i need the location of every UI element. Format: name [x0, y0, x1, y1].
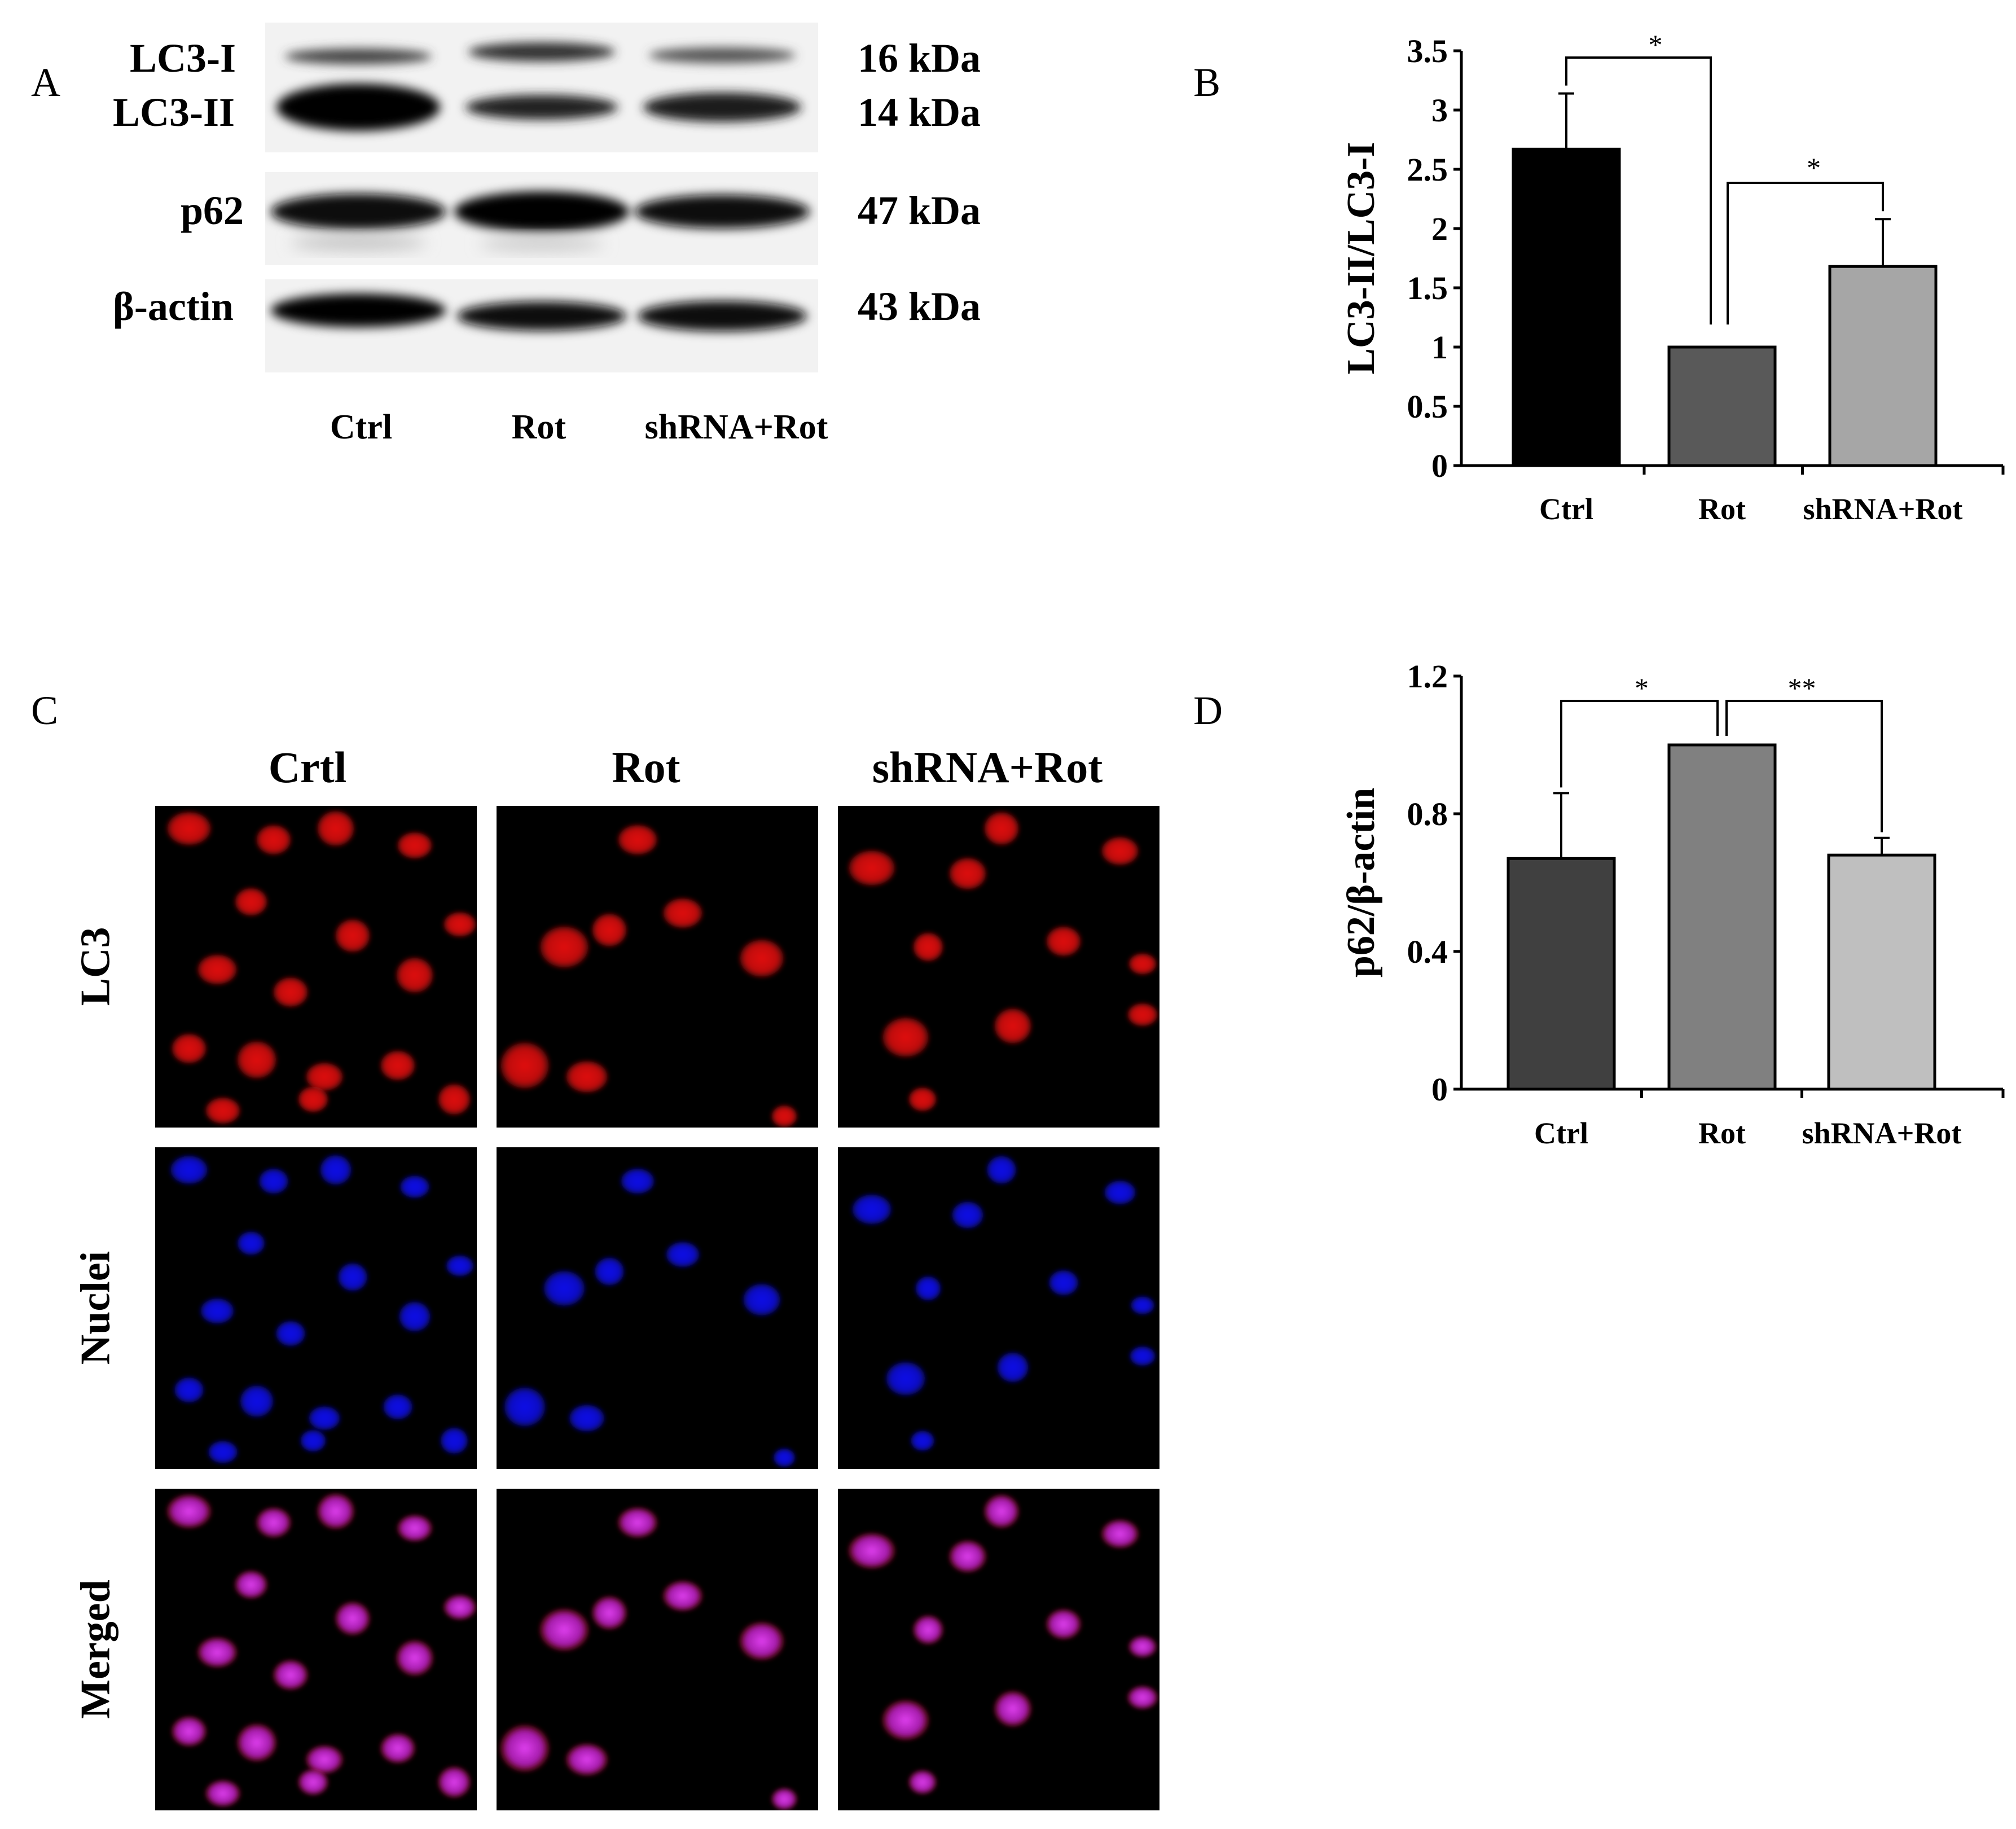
- if-tile-lc3-rot: [497, 806, 818, 1128]
- chart-d-xtick-label: Rot: [1698, 1116, 1746, 1150]
- chart-b-significance-bracket: [1565, 56, 1712, 324]
- lane-label-ctrl: Ctrl: [330, 408, 393, 446]
- panel-letter-a: A: [31, 60, 60, 105]
- if-column-label-crtl: Crtl: [268, 743, 347, 792]
- chart-b-significance-bracket: [1727, 182, 1884, 324]
- chart-b-bar: [1512, 147, 1621, 467]
- kda-label-43: 43 kDa: [858, 284, 981, 329]
- blot-label-p62: p62: [181, 188, 244, 233]
- chart-b-ytick-label: 2: [1431, 210, 1448, 247]
- chart-b-ylabel: LC3-II/LC3-I: [1339, 142, 1383, 374]
- if-tile-nuclei-ctrl: [155, 1147, 477, 1469]
- chart-d-xtick-label: shRNA+Rot: [1802, 1116, 1962, 1150]
- chart-b-xtick-label: Ctrl: [1539, 492, 1593, 526]
- kda-label-14: 14 kDa: [858, 90, 981, 135]
- chart-d-xtick-label: Ctrl: [1534, 1116, 1588, 1150]
- if-tile-nuclei-shrna-rot: [838, 1147, 1159, 1469]
- chart-b-ytick-label: 2.5: [1407, 151, 1448, 188]
- if-row-label-nuclei: Nuclei: [72, 1251, 119, 1365]
- western-blot-image: [265, 23, 818, 372]
- chart-d-significance-label: *: [1635, 672, 1649, 704]
- chart-d-significance-bracket: [1725, 700, 1883, 832]
- blot-label-beta-actin: β-actin: [113, 284, 234, 329]
- kda-label-47: 47 kDa: [858, 188, 981, 233]
- chart-d-ytick-label: 1.2: [1407, 658, 1448, 695]
- if-row-label-merged: Merged: [72, 1580, 119, 1719]
- if-tile-lc3-shrna-rot: [838, 806, 1159, 1128]
- if-tile-merged-rot: [497, 1489, 818, 1810]
- chart-b-significance-label: *: [1649, 29, 1663, 60]
- chart-b-bar: [1828, 265, 1938, 467]
- chart-d-ylabel: p62/β-actin: [1339, 788, 1383, 977]
- chart-d-ytick-label: 0: [1431, 1071, 1448, 1108]
- chart-d-bar: [1827, 853, 1936, 1091]
- kda-label-16: 16 kDa: [858, 36, 981, 81]
- blot-label-lc3-ii: LC3-II: [113, 90, 235, 135]
- panel-letter-b: B: [1193, 60, 1221, 105]
- if-row-label-lc3: LC3: [72, 927, 119, 1006]
- chart-b-xtick-label: Rot: [1698, 492, 1746, 526]
- lane-label-rot: Rot: [511, 408, 566, 446]
- chart-b-xtick-label: shRNA+Rot: [1803, 492, 1963, 526]
- chart-d-ytick-label: 0.8: [1407, 796, 1448, 832]
- if-tile-merged-ctrl: [155, 1489, 477, 1810]
- chart-d-bar: [1667, 743, 1777, 1091]
- chart-d: 0 0.4 0.8 1.2 Ctrl Rot shRNA+Rot p62/β-actin * **: [1298, 649, 2016, 1191]
- panel-letter-c: C: [31, 688, 59, 733]
- chart-b-ytick-label: 3.5: [1407, 33, 1448, 69]
- chart-b-bar: [1667, 345, 1777, 467]
- lane-label-shrna-rot: shRNA+Rot: [644, 408, 828, 446]
- chart-b-ytick-label: 1.5: [1407, 270, 1448, 306]
- if-tile-nuclei-rot: [497, 1147, 818, 1469]
- chart-b-ytick-label: 0.5: [1407, 388, 1448, 425]
- chart-b: 0 0.5 1 1.5 2 2.5 3 3.5 Ctrl Rot shRNA+Rot LC3-II/L…: [1298, 23, 2016, 564]
- chart-d-significance-bracket: [1560, 700, 1719, 788]
- blot-label-lc3-i: LC3-I: [130, 36, 236, 81]
- if-column-label-shrna-rot: shRNA+Rot: [872, 743, 1103, 792]
- chart-d-ytick-label: 0.4: [1407, 933, 1448, 970]
- chart-d-significance-label: **: [1788, 672, 1816, 704]
- panel-letter-d: D: [1193, 688, 1223, 733]
- chart-b-significance-label: *: [1807, 152, 1821, 183]
- if-column-label-rot: Rot: [612, 743, 680, 792]
- chart-d-bar: [1506, 857, 1616, 1091]
- chart-b-ytick-label: 1: [1431, 329, 1448, 366]
- chart-b-ytick-label: 0: [1431, 448, 1448, 484]
- chart-b-ytick-label: 3: [1431, 92, 1448, 129]
- if-tile-lc3-ctrl: [155, 806, 477, 1128]
- if-tile-merged-shrna-rot: [838, 1489, 1159, 1810]
